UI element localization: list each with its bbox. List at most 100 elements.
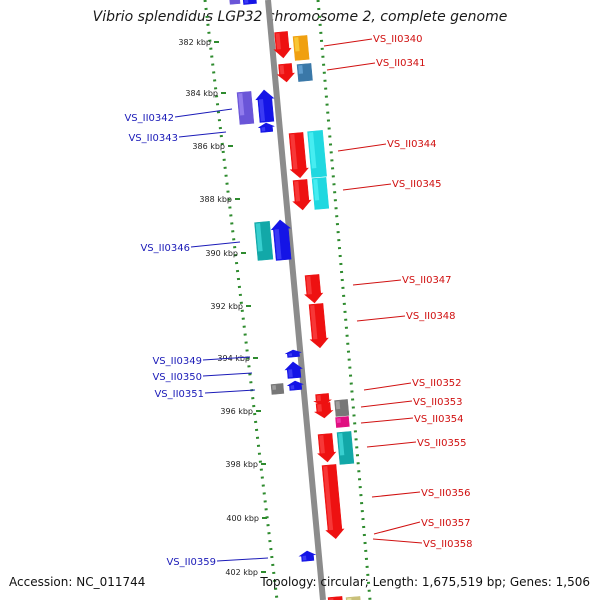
gene-feature-body <box>276 63 295 83</box>
leader-line-vs-ii0346 <box>190 241 241 248</box>
tick-label-390: 390 kbp <box>205 249 238 258</box>
leader-line-vs-ii0351 <box>204 389 256 394</box>
gene-feature-blue <box>258 122 275 133</box>
gene-label-vs-ii0351: VS_II0351 <box>154 389 204 400</box>
gene-feature-highlight <box>238 93 245 116</box>
leader-line-vs-ii0356 <box>371 491 421 498</box>
tick-label-384: 384 kbp <box>185 89 218 98</box>
gene-feature-cyan <box>311 177 330 210</box>
gene-feature-red <box>304 274 324 304</box>
gene-feature-gray <box>270 383 285 395</box>
leader-line-vs-ii0359 <box>216 557 269 562</box>
leader-line-vs-ii0358 <box>372 538 423 544</box>
gene-feature-body <box>228 0 241 5</box>
gene-label-vs-ii0350: VS_II0350 <box>152 372 202 383</box>
gene-label-vs-ii0349: VS_II0349 <box>152 356 202 367</box>
gene-label-vs-ii0354: VS_II0354 <box>414 414 464 425</box>
gene-feature-highlight <box>255 223 263 252</box>
gene-feature-highlight <box>290 385 295 390</box>
gene-feature-cyan <box>307 130 327 178</box>
gene-feature-highlight <box>294 181 301 202</box>
gene-label-vs-ii0343: VS_II0343 <box>128 133 178 144</box>
gene-label-vs-ii0340: VS_II0340 <box>373 34 423 45</box>
leader-line-vs-ii0343 <box>178 131 227 138</box>
gene-feature-red <box>276 63 295 83</box>
accession-text: Accession: NC_011744 <box>9 575 146 589</box>
gene-label-vs-ii0347: VS_II0347 <box>402 275 452 286</box>
backbone-line <box>265 0 326 600</box>
leader-line-vs-ii0350 <box>202 372 253 377</box>
tick-label-382: 382 kbp <box>178 38 211 47</box>
gene-feature-body <box>317 433 337 463</box>
gene-feature-highlight <box>275 33 281 50</box>
gene-label-vs-ii0358: VS_II0358 <box>423 539 473 550</box>
tick-label-396: 396 kbp <box>220 407 253 416</box>
gene-feature-highlight <box>290 134 298 170</box>
gene-feature-highlight <box>244 0 249 4</box>
gene-feature-highlight <box>279 65 285 75</box>
gene-label-vs-ii0353: VS_II0353 <box>413 397 463 408</box>
gene-feature-body <box>255 89 275 123</box>
gene-feature-red <box>321 464 345 540</box>
gene-feature-red <box>292 179 312 211</box>
gene-feature-highlight <box>319 435 325 454</box>
leader-line-vs-ii0348 <box>356 315 406 322</box>
gene-feature-teal <box>336 431 355 465</box>
gene-feature-highlight <box>308 132 317 169</box>
gene-label-vs-ii0348: VS_II0348 <box>406 311 456 322</box>
gene-feature-highlight <box>298 65 304 74</box>
gene-feature-highlight <box>338 433 345 456</box>
gene-feature-red <box>308 303 329 349</box>
gene-label-vs-ii0345: VS_II0345 <box>392 179 442 190</box>
gene-feature-highlight <box>274 229 282 260</box>
gene-label-vs-ii0342: VS_II0342 <box>124 113 174 124</box>
gene-feature-blue <box>287 380 304 391</box>
tick-label-398: 398 kbp <box>225 460 258 469</box>
gene-label-vs-ii0346: VS_II0346 <box>140 243 190 254</box>
gene-feature-body <box>240 0 259 5</box>
gene-feature-red <box>314 402 334 419</box>
gene-label-vs-ii0356: VS_II0356 <box>421 488 471 499</box>
gene-feature-teal <box>254 221 274 261</box>
gene-feature-body <box>292 179 312 211</box>
ring-dots <box>203 0 372 600</box>
leader-line-vs-ii0340 <box>323 38 373 47</box>
gene-label-vs-ii0359: VS_II0359 <box>166 557 216 568</box>
gene-feature-highlight <box>316 395 322 402</box>
gene-label-vs-ii0344: VS_II0344 <box>387 139 437 150</box>
leader-line-vs-ii0347 <box>352 279 402 286</box>
gene-label-vs-ii0357: VS_II0357 <box>421 518 471 529</box>
gene-feature-highlight <box>272 385 277 390</box>
gene-feature-blue <box>284 361 303 379</box>
gene-feature-purple <box>236 91 255 125</box>
leader-line-vs-ii0349 <box>202 356 251 361</box>
gene-feature-orange <box>292 35 310 61</box>
gene-feature-body <box>314 402 334 419</box>
leader-line-vs-ii0354 <box>360 417 414 424</box>
gene-feature-red <box>327 596 344 600</box>
leader-line-vs-ii0355 <box>366 441 417 448</box>
tick-label-386: 386 kbp <box>192 142 225 151</box>
gene-feature-olive <box>345 596 362 600</box>
tick-label-402: 402 kbp <box>225 568 258 577</box>
gene-feature-body <box>288 132 309 179</box>
gene-feature-highlight <box>313 179 320 201</box>
gene-feature-magenta <box>335 416 350 428</box>
gene-feature-highlight <box>306 276 312 295</box>
leader-line-vs-ii0345 <box>342 183 392 191</box>
gene-label-vs-ii0352: VS_II0352 <box>412 378 462 389</box>
gene-feature-highlight <box>336 418 341 423</box>
gene-feature-blue <box>270 219 292 261</box>
gene-labels: VS_II0342 VS_II0343 VS_II0346 VS_II0349 … <box>124 34 472 568</box>
gene-feature-body <box>308 303 329 349</box>
tick-label-388: 388 kbp <box>199 195 232 204</box>
genome-summary-text: Topology: circular; Length: 1,675,519 bp… <box>260 575 590 589</box>
gene-feature-body <box>258 122 275 133</box>
gene-feature-gray <box>334 399 350 417</box>
gene-feature-red <box>288 132 309 179</box>
gene-feature-body <box>304 274 324 304</box>
gene-feature-highlight <box>288 369 293 378</box>
gene-feature-highlight <box>288 353 293 357</box>
